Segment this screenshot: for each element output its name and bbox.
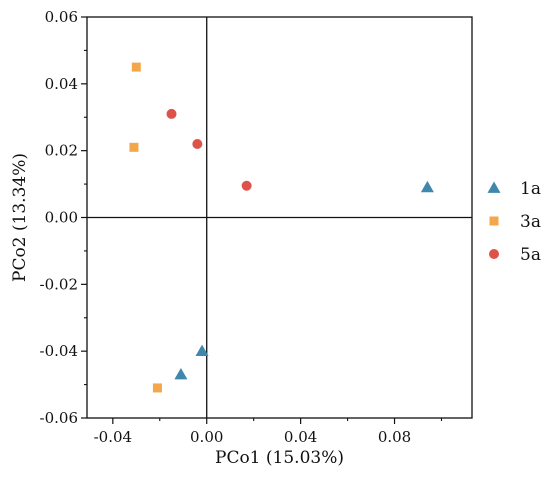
plot-area: -0.04 0.00 0.04 0.08 0.06 0.04 0.02 0.00 -0.02 -0…: [40, 8, 473, 446]
legend-label-3a: 3a: [520, 212, 541, 232]
legend-label-1a: 1a: [520, 179, 541, 199]
y-axis-title: PCo2 (13.34%): [10, 153, 30, 282]
y-tick-label: 0.02: [45, 142, 78, 160]
point-5a: [166, 108, 177, 119]
y-tick-label: -0.06: [40, 409, 78, 427]
point-1a: [195, 344, 209, 357]
x-axis-title: PCo1 (15.03%): [215, 448, 344, 468]
legend-marker-1a: [487, 181, 501, 193]
y-tick-label: 0.00: [45, 209, 78, 227]
point-3a: [129, 142, 139, 152]
x-tick-label: 0.04: [284, 428, 317, 446]
legend-marker-5a: [489, 249, 499, 259]
x-tick-label: 0.08: [378, 428, 411, 446]
x-tick-label: 0.00: [190, 428, 223, 446]
y-tick-label: 0.04: [45, 75, 78, 93]
legend-marker-3a: [489, 216, 499, 226]
legend: 1a 3a 5a: [487, 179, 541, 265]
y-tick-label: 0.06: [45, 8, 78, 26]
point-5a: [241, 180, 252, 191]
point-3a: [152, 383, 162, 393]
legend-label-5a: 5a: [520, 245, 541, 265]
x-tick-label: -0.04: [94, 428, 132, 446]
point-3a: [131, 62, 141, 72]
point-1a: [420, 180, 434, 193]
point-5a: [192, 138, 203, 149]
y-tick-label: -0.02: [40, 275, 78, 293]
point-1a: [174, 368, 188, 380]
y-tick-label: -0.04: [40, 342, 78, 360]
